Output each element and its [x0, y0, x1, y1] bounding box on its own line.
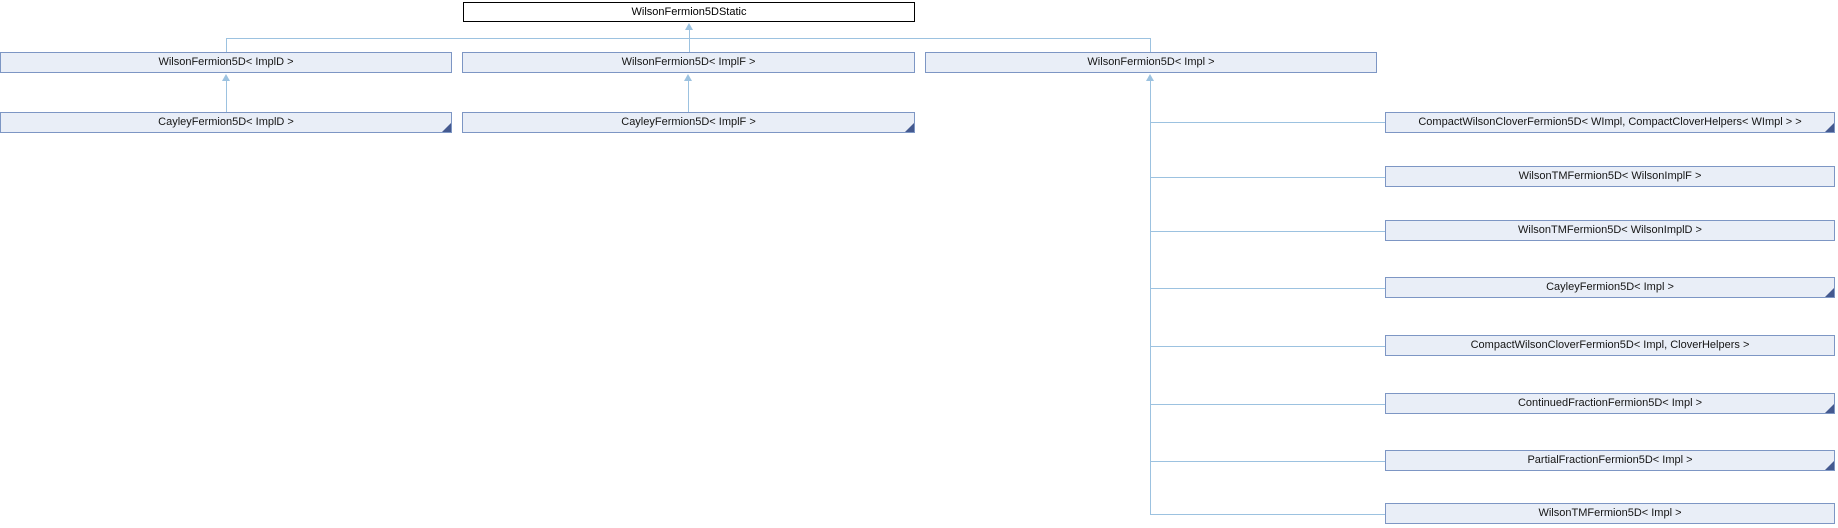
node-wilsonfermion5d-impl[interactable]: WilsonFermion5D< Impl > [925, 52, 1377, 73]
connector-line [1150, 177, 1385, 178]
node-wilsonfermion5dstatic[interactable]: WilsonFermion5DStatic [463, 2, 915, 22]
connector-line [1150, 122, 1385, 123]
node-wilsontmfermion5d-impl[interactable]: WilsonTMFermion5D< Impl > [1385, 503, 1835, 524]
connector-line [1150, 404, 1385, 405]
connector-line [688, 81, 689, 112]
inheritance-arrow-icon [222, 74, 230, 81]
node-compactwilsoncloverfermion5d-impl[interactable]: CompactWilsonCloverFermion5D< Impl, Clov… [1385, 335, 1835, 356]
node-cayleyfermion5d-impl[interactable]: CayleyFermion5D< Impl > [1385, 277, 1835, 298]
node-cayleyfermion5d-implf[interactable]: CayleyFermion5D< ImplF > [462, 112, 915, 133]
connector-line [689, 30, 690, 52]
connector-line [1150, 514, 1385, 515]
truncation-corner-icon [1825, 461, 1834, 470]
truncation-corner-icon [905, 123, 914, 132]
connector-line [1150, 288, 1385, 289]
inheritance-arrow-icon [685, 23, 693, 30]
connector-line [1150, 346, 1385, 347]
truncation-corner-icon [1825, 123, 1834, 132]
connector-line [1150, 231, 1385, 232]
node-partialfractionfermion5d-impl[interactable]: PartialFractionFermion5D< Impl > [1385, 450, 1835, 471]
truncation-corner-icon [1825, 288, 1834, 297]
connector-line [226, 38, 227, 52]
connector-line [1150, 461, 1385, 462]
node-wilsonfermion5d-impld[interactable]: WilsonFermion5D< ImplD > [0, 52, 452, 73]
node-compactwilsoncloverfermion5d-wimpl[interactable]: CompactWilsonCloverFermion5D< WImpl, Com… [1385, 112, 1835, 133]
connector-line [1150, 81, 1151, 514]
node-cayleyfermion5d-impld[interactable]: CayleyFermion5D< ImplD > [0, 112, 452, 133]
connector-line [226, 38, 1150, 39]
connector-line [1150, 38, 1151, 52]
node-wilsontmfermion5d-wilsonimpld[interactable]: WilsonTMFermion5D< WilsonImplD > [1385, 220, 1835, 241]
truncation-corner-icon [442, 123, 451, 132]
inheritance-arrow-icon [1146, 74, 1154, 81]
node-continuedfractionfermion5d-impl[interactable]: ContinuedFractionFermion5D< Impl > [1385, 393, 1835, 414]
truncation-corner-icon [1825, 404, 1834, 413]
node-wilsonfermion5d-implf[interactable]: WilsonFermion5D< ImplF > [462, 52, 915, 73]
connector-line [226, 81, 227, 112]
inheritance-arrow-icon [684, 74, 692, 81]
node-wilsontmfermion5d-wilsonimplf[interactable]: WilsonTMFermion5D< WilsonImplF > [1385, 166, 1835, 187]
